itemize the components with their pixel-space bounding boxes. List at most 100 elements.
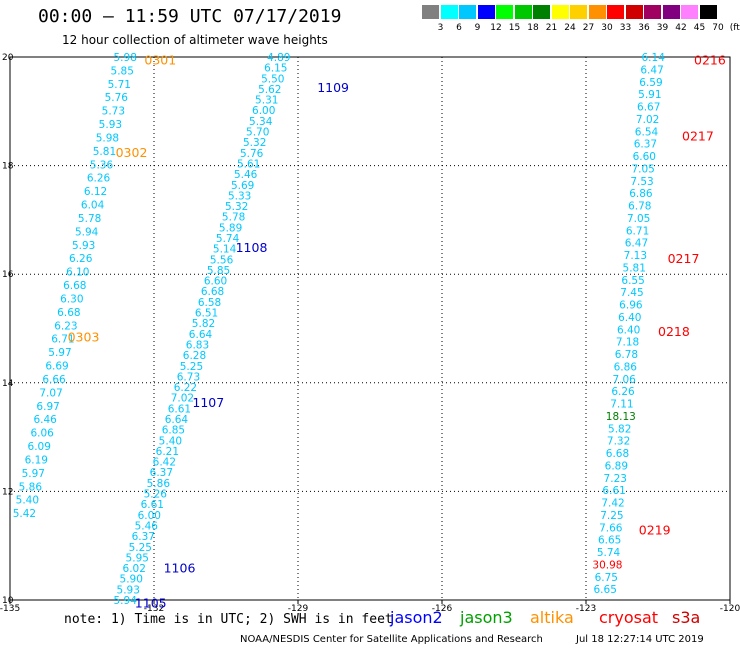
wave-height-value: 30.98 bbox=[592, 559, 622, 571]
wave-height-value: 5.33 bbox=[228, 190, 251, 202]
wave-height-value: 5.25 bbox=[129, 542, 152, 554]
legend-jason2: jason2 bbox=[390, 608, 443, 627]
wave-height-value: 6.96 bbox=[619, 300, 643, 312]
wave-height-value: 5.61 bbox=[237, 158, 260, 170]
wave-height-value: 6.30 bbox=[60, 293, 83, 305]
wave-height-value: 6.68 bbox=[606, 448, 629, 460]
pass-time-label: 0216 bbox=[694, 53, 726, 68]
wave-height-value: 6.00 bbox=[138, 510, 161, 522]
wave-height-value: 5.91 bbox=[638, 89, 661, 101]
legend-s3a: s3a bbox=[672, 608, 701, 627]
colorbar-swatch bbox=[625, 5, 644, 19]
wave-height-value: 6.37 bbox=[634, 139, 657, 151]
wave-height-value: 5.86 bbox=[147, 478, 171, 490]
wave-height-value: 5.70 bbox=[246, 127, 269, 139]
wave-height-value: 5.74 bbox=[597, 547, 621, 559]
wave-height-value: 5.82 bbox=[608, 423, 631, 435]
colorbar-swatch bbox=[514, 5, 533, 19]
wave-height-value: 5.78 bbox=[78, 213, 101, 225]
wave-height-value: 5.32 bbox=[243, 137, 266, 149]
wave-height-value: 6.12 bbox=[84, 186, 107, 198]
wave-height-value: 6.65 bbox=[598, 535, 621, 547]
wave-height-value: 7.11 bbox=[610, 399, 633, 411]
pass-time-label: 1107 bbox=[192, 395, 224, 410]
wave-height-value: 6.60 bbox=[633, 151, 656, 163]
x-tick-label: -135 bbox=[0, 604, 20, 614]
wave-height-value: 6.89 bbox=[605, 460, 628, 472]
legend-altika: altika bbox=[530, 608, 574, 627]
wave-height-value: 7.66 bbox=[599, 522, 623, 534]
wave-height-value: 7.05 bbox=[627, 213, 650, 225]
colorbar-swatch bbox=[422, 5, 440, 19]
colorbar-label: 12 bbox=[490, 23, 502, 33]
wave-height-value: 5.76 bbox=[240, 148, 264, 160]
wave-height-value: 6.85 bbox=[162, 425, 185, 437]
pass-time-label: 0217 bbox=[668, 251, 700, 266]
wave-height-value: 7.32 bbox=[607, 436, 630, 448]
x-tick-label: -126 bbox=[432, 604, 453, 614]
wave-height-value: 5.95 bbox=[126, 552, 149, 564]
pass-time-label: 0218 bbox=[658, 324, 690, 339]
wave-height-value: 5.86 bbox=[19, 481, 43, 493]
y-tick-label: 16 bbox=[2, 270, 14, 280]
wave-height-value: 5.73 bbox=[102, 106, 125, 118]
wave-height-value: 5.93 bbox=[99, 119, 122, 131]
wave-height-value: 6.68 bbox=[201, 286, 224, 298]
y-tick-label: 20 bbox=[2, 53, 14, 63]
wave-height-value: 6.42 bbox=[153, 457, 176, 469]
wave-height-value: 5.31 bbox=[255, 95, 278, 107]
wave-height-value: 5.34 bbox=[249, 116, 273, 128]
wave-height-value: 6.78 bbox=[628, 201, 651, 213]
wave-height-value: 6.61 bbox=[602, 485, 625, 497]
wave-height-value: 7.42 bbox=[601, 498, 624, 510]
colorbar-swatch bbox=[459, 5, 477, 19]
wave-height-value: 6.83 bbox=[186, 339, 209, 351]
x-tick-label: -132 bbox=[144, 604, 164, 614]
pass-time-label: 0301 bbox=[144, 53, 176, 68]
wave-height-value: 6.59 bbox=[639, 77, 662, 89]
wave-height-value: 6.54 bbox=[635, 126, 659, 138]
y-tick-label: 14 bbox=[2, 379, 14, 389]
pass-time-label: 1109 bbox=[317, 80, 349, 95]
colorbar-swatch bbox=[477, 5, 496, 19]
wave-height-value: 5.93 bbox=[117, 584, 140, 596]
y-tick-label: 18 bbox=[2, 162, 14, 172]
wave-height-value: 5.62 bbox=[258, 84, 281, 96]
colorbar-label: 9 bbox=[474, 23, 481, 33]
wave-height-value: 6.37 bbox=[150, 467, 173, 479]
colorbar-label: 24 bbox=[564, 23, 576, 33]
wave-height-value: 6.64 bbox=[189, 329, 213, 341]
wave-height-value: 6.58 bbox=[198, 297, 221, 309]
credit-timestamp: Jul 18 12:27:14 UTC 2019 bbox=[576, 634, 704, 645]
wave-height-value: 6.15 bbox=[264, 63, 287, 75]
colorbar-swatch bbox=[607, 5, 625, 19]
wave-height-value: 6.09 bbox=[28, 441, 51, 453]
colorbar-swatch bbox=[699, 5, 718, 19]
wave-height-value: 5.69 bbox=[231, 180, 254, 192]
wave-height-value: 6.02 bbox=[123, 563, 146, 575]
footer-note: note: 1) Time is in UTC; 2) SWH is in fe… bbox=[64, 612, 393, 627]
wave-height-value: 5.25 bbox=[180, 361, 203, 373]
wave-height-value: 6.47 bbox=[640, 64, 663, 76]
wave-height-value: 6.04 bbox=[81, 200, 105, 212]
wave-height-value: 5.94 bbox=[75, 226, 99, 238]
colorbar-swatch bbox=[496, 5, 514, 19]
colorbar-label: 42 bbox=[675, 23, 687, 33]
wave-height-value: 6.68 bbox=[57, 307, 80, 319]
wave-height-value: 5.42 bbox=[13, 508, 36, 520]
legend-cryosat: cryosat bbox=[599, 608, 659, 627]
wave-height-value: 7.23 bbox=[604, 473, 627, 485]
legend-jason3: jason3 bbox=[460, 608, 513, 627]
colorbar-label: 70 bbox=[712, 23, 724, 33]
wave-height-value: 6.47 bbox=[625, 238, 648, 250]
wave-height-value: 7.25 bbox=[600, 510, 623, 522]
wave-height-value: 6.26 bbox=[87, 173, 111, 185]
wave-height-value: 5.46 bbox=[234, 169, 258, 181]
colorbar-swatch bbox=[588, 5, 607, 19]
wave-height-value: 7.07 bbox=[39, 387, 62, 399]
wave-height-value: 7.05 bbox=[631, 163, 654, 175]
wave-height-value: 5.98 bbox=[96, 132, 119, 144]
wave-height-value: 7.02 bbox=[636, 114, 659, 126]
wave-height-value: 5.98 bbox=[114, 52, 137, 64]
